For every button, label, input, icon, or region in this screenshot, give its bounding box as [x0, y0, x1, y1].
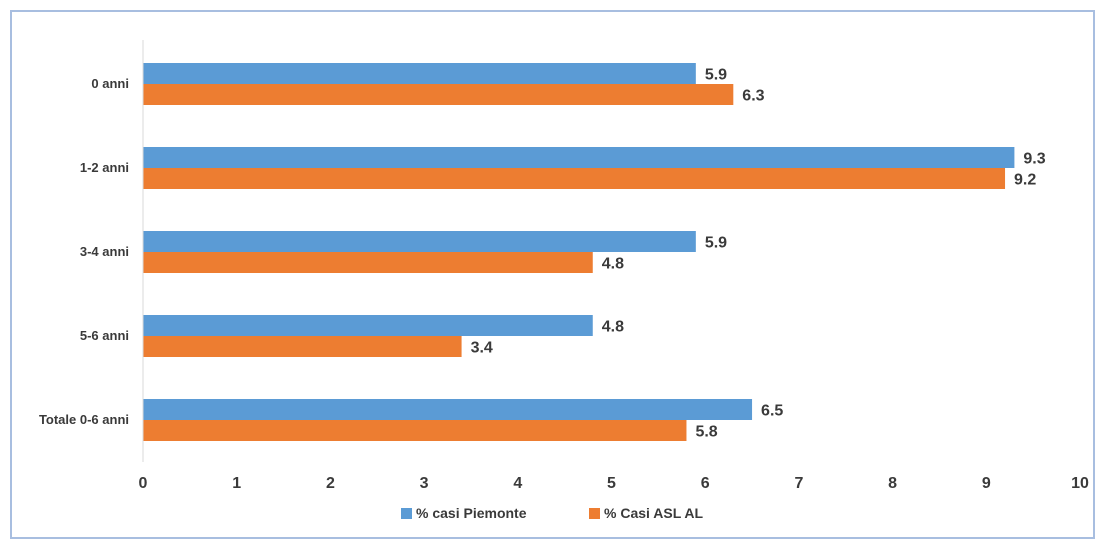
x-tick-label: 8	[888, 475, 897, 492]
category-label: 5-6 anni	[80, 328, 129, 343]
bar-asl-al	[143, 336, 462, 357]
x-tick-label: 7	[794, 475, 803, 492]
data-label: 6.3	[742, 88, 764, 105]
x-tick-label: 6	[701, 475, 710, 492]
legend: % casi Piemonte % Casi ASL AL	[401, 505, 704, 521]
data-label: 4.8	[602, 319, 624, 336]
legend-swatch-piemonte	[401, 508, 412, 519]
category-label: 1-2 anni	[80, 160, 129, 175]
data-label: 4.8	[602, 256, 624, 273]
labels-layer: 5.9 6.3 9.3 9.2 5.9 4.8 4.8 3.4 6.5 5.8	[471, 67, 1046, 441]
data-label: 9.2	[1014, 172, 1036, 189]
bar-piemonte	[143, 231, 696, 252]
x-tick-label: 9	[982, 475, 991, 492]
bar-piemonte	[143, 315, 593, 336]
bar-asl-al	[143, 420, 687, 441]
x-tick-label: 3	[420, 475, 429, 492]
chart-frame: 5.9 6.3 9.3 9.2 5.9 4.8 4.8 3.4 6.5 5.8 0 1 2 3 4 5 6 7 8…	[10, 10, 1095, 539]
data-label: 3.4	[471, 340, 493, 357]
legend-label-piemonte: % casi Piemonte	[416, 505, 527, 521]
x-tick-label: 4	[513, 475, 522, 492]
bars-layer	[143, 63, 1015, 441]
bar-chart: 5.9 6.3 9.3 9.2 5.9 4.8 4.8 3.4 6.5 5.8 0 1 2 3 4 5 6 7 8…	[39, 40, 1089, 521]
data-label: 5.8	[695, 424, 717, 441]
data-label: 5.9	[705, 235, 727, 252]
x-tick-label: 5	[607, 475, 616, 492]
x-axis-ticks: 0 1 2 3 4 5 6 7 8 9 10	[139, 475, 1089, 492]
bar-asl-al	[143, 168, 1006, 189]
x-tick-label: 10	[1071, 475, 1089, 492]
x-tick-label: 0	[139, 475, 148, 492]
legend-label-asl-al: % Casi ASL AL	[604, 505, 704, 521]
bar-piemonte	[143, 63, 696, 84]
data-label: 9.3	[1023, 151, 1045, 168]
legend-swatch-asl-al	[589, 508, 600, 519]
x-tick-label: 2	[326, 475, 335, 492]
data-label: 5.9	[705, 67, 727, 84]
x-tick-label: 1	[232, 475, 241, 492]
bar-piemonte	[143, 147, 1015, 168]
category-label: 0 anni	[91, 76, 129, 91]
category-label: 3-4 anni	[80, 244, 129, 259]
category-label: Totale 0-6 anni	[39, 412, 129, 427]
bar-asl-al	[143, 84, 734, 105]
data-label: 6.5	[761, 403, 783, 420]
bar-asl-al	[143, 252, 593, 273]
y-axis-categories: 0 anni 1-2 anni 3-4 anni 5-6 anni Totale 0-6…	[39, 76, 129, 427]
bar-piemonte	[143, 399, 753, 420]
